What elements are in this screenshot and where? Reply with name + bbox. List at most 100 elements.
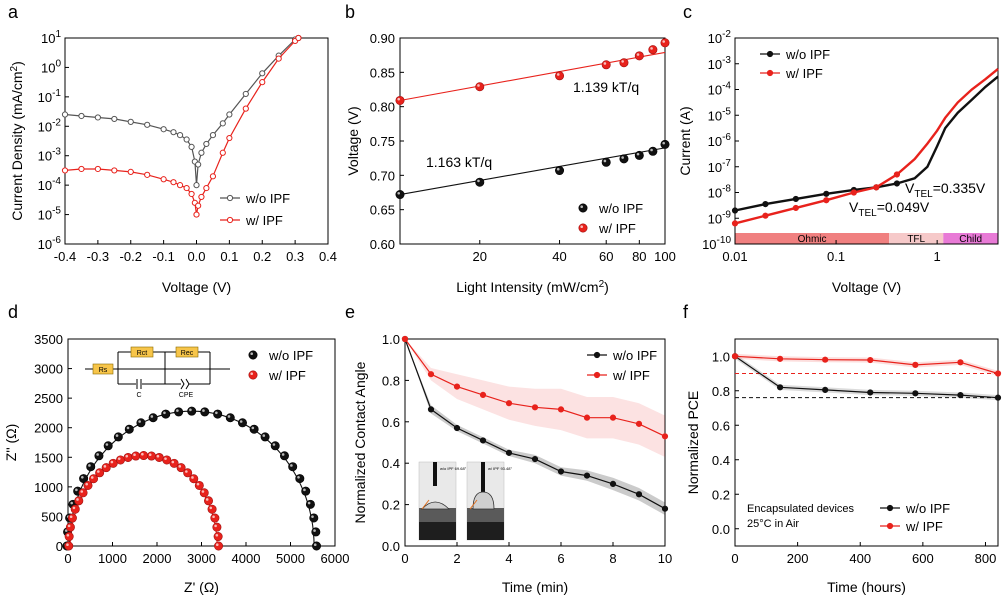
panel-b-legend-item-label: w/o IPF [598,201,643,216]
panel-e-point [532,405,538,411]
panel-d-point [306,500,314,508]
panel-d-point-highlight [290,464,293,467]
panel-d-point-highlight [209,507,212,510]
panel-c-xlabel: Voltage (V) [832,279,901,295]
panel-d-point [149,414,157,422]
panel-f: 0 200 400 600 8000.00.20.40.60.81.0Time (hou… [683,302,1001,595]
panel-d-point [95,452,103,460]
panel-a: -0.4 -0.3 -0.2 -0.1 0.0 0.1 0.2 0.3 0.4 10-6 10-5 1… [8,2,337,295]
panel-d-point-highlight [76,498,79,501]
panel-a-ytick-label: 10-3 [38,147,62,164]
panel-c-ytick-label: 10-7 [708,158,732,175]
panel-b-ytick-label: 0.65 [370,203,395,218]
panel-d-point [201,408,209,416]
panel-c-point [823,191,829,197]
panel-d-point-highlight [185,470,188,473]
panel-f-point [958,359,964,365]
panel-d-point-highlight [313,529,316,532]
panel-e-point [636,421,642,427]
panel-a-legend-item-marker [227,195,232,200]
panel-d-point [195,481,203,489]
panel-b-legend-item-marker-highlight [580,205,583,208]
panel-b-xtick-label: 20 [473,249,487,264]
panel-d-point [213,410,221,418]
panel-d-point [312,542,320,550]
panel-d-point-highlight [297,476,300,479]
panel-f-ytick-label: 0.0 [712,522,730,537]
panel-b-point-highlight [477,84,480,87]
panel-d-point-highlight [88,464,91,467]
panel-d-point-highlight [116,434,119,437]
panel-a-point [194,212,199,217]
panel-b-letter: b [345,2,355,22]
panel-d-point [271,442,279,450]
panel-c-ytick-label: 10-5 [708,106,732,123]
panel-f-legend-item-label: w/ IPF [905,519,943,534]
panel-f-point [867,357,873,363]
panel-c-legend-item-marker [767,51,773,57]
photo-shadow [467,522,504,540]
panel-d-point [312,528,320,536]
panel-f-point [995,371,1001,377]
panel-f-point [822,357,828,363]
panel-b-ytick-label: 0.85 [370,65,395,80]
panel-e-point [480,392,486,398]
panel-a-point [171,180,176,185]
panel-c-point [763,201,769,207]
panel-d-point-highlight [85,483,88,486]
panel-b-point [635,52,643,60]
panel-b-point-highlight [604,160,607,163]
panel-e-point [558,469,564,475]
panel-a-point [128,169,133,174]
panel-e-point [402,336,408,342]
panel-a-xtick-label: 0.4 [319,249,337,264]
panel-c-ytick-label: 10-6 [708,132,732,149]
panel-d-point-highlight [216,543,219,546]
panel-d-point [132,452,140,460]
panel-d-ytick-label: 3000 [34,362,63,377]
panel-f-point [958,392,964,398]
panel-a-point [199,194,204,199]
panel-f-ytick-label: 0.2 [712,487,730,502]
panel-d-point [71,505,79,513]
panel-c: Ohmic TFL Child0.01 0.1 110-1010-910-810-710… [677,2,998,295]
panel-d-point-highlight [216,534,219,537]
panel-b-point-highlight [650,47,653,50]
panel-b-xtick-label: 60 [599,249,613,264]
panel-d-ytick-label: 1000 [34,480,63,495]
panel-d-point-highlight [75,489,78,492]
panel-b-point-highlight [621,156,624,159]
panel-a-letter: a [8,2,19,22]
panel-d-ylabel: Z'' (Ω) [3,424,19,462]
panel-d-point [238,419,246,427]
panel-b-xtick-label: 40 [552,249,566,264]
panel-a-point [177,183,182,188]
panel-a-point [62,112,67,117]
panel-a-point [171,130,176,135]
panel-d-point-highlight [214,525,217,528]
panel-f-xtick-label: 0 [731,551,738,566]
panel-d-point [125,425,133,433]
panel-d-point-highlight [164,457,167,460]
panel-d-point [296,474,304,482]
panel-f-letter: f [683,302,689,322]
panel-f-note: Encapsulated devices [747,503,855,515]
panel-a-point [260,80,265,85]
panel-a-xtick-label: 0.2 [253,249,271,264]
panel-b-point [661,140,669,148]
panel-b-point-highlight [621,60,624,63]
panel-b-point [602,61,610,69]
panel-d-ytick-label: 2000 [34,421,63,436]
panel-c-point [894,181,900,187]
panel-d-point-highlight [215,412,218,415]
panel-d-legend-item-label: w/ IPF [268,368,306,383]
panel-f-xtick-label: 200 [787,551,809,566]
figure-canvas: -0.4 -0.3 -0.2 -0.1 0.0 0.1 0.2 0.3 0.410-610-51… [0,0,1005,600]
photo-needle [433,462,437,486]
panel-d-point [302,487,310,495]
panel-d-ytick-label: 1500 [34,450,63,465]
panel-e: 0 2 4 6 8 10 0.0 0.2 0.4 0.6 0.8 1.0 Time (min) Norma… [345,302,672,595]
panel-f-ytick-label: 0.6 [712,418,730,433]
panel-b-ytick-label: 0.75 [370,134,395,149]
panel-d-point-highlight [189,409,192,412]
